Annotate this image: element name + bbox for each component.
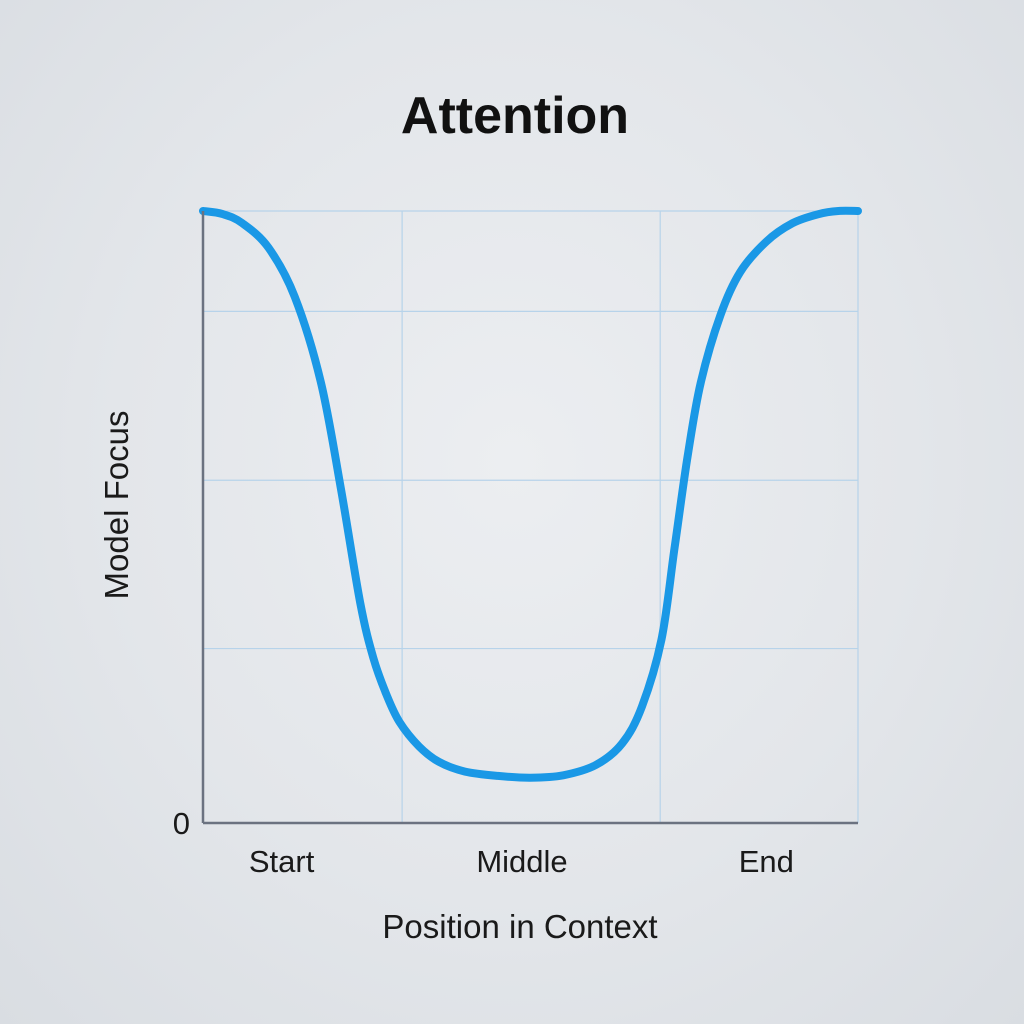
series-line-0 [199, 206, 862, 782]
x-tick-label-start: Start [249, 844, 315, 879]
x-tick-label-end: End [739, 844, 794, 879]
y-axis-label: Model Focus [98, 411, 135, 600]
axes [201, 211, 858, 825]
x-tick-label-middle: Middle [476, 844, 567, 879]
series-group [199, 206, 862, 782]
chart-title: Attention [401, 87, 629, 145]
y-tick-label-0: 0 [173, 806, 190, 841]
tick-labels: Start Middle End 0 [173, 806, 794, 879]
x-axis-label: Position in Context [382, 908, 657, 945]
gridlines [202, 210, 859, 823]
